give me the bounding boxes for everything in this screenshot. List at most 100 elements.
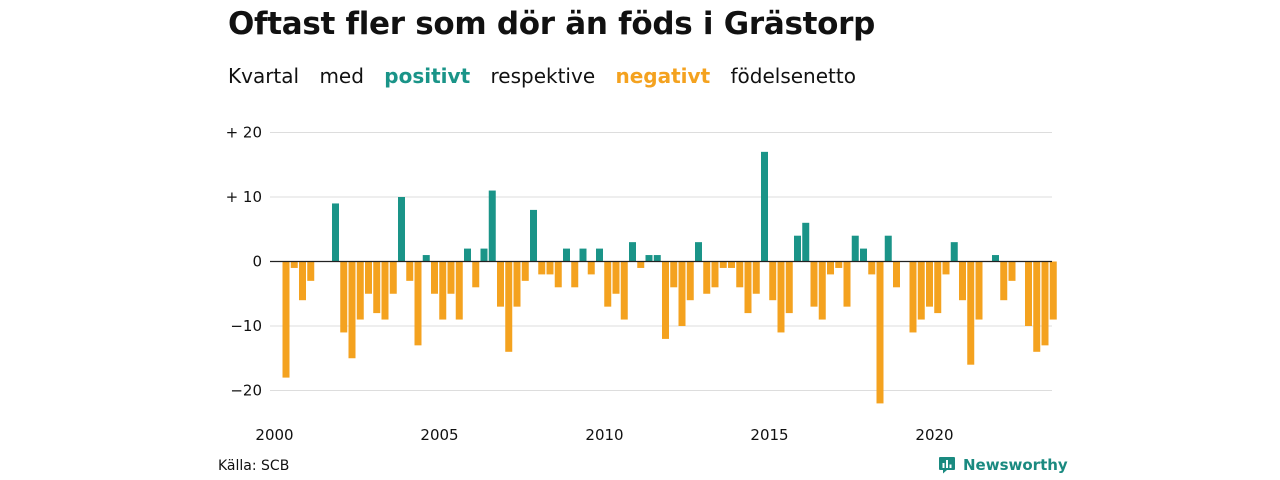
bar-negative <box>1000 261 1008 301</box>
bar-negative <box>290 261 298 268</box>
bar-positive <box>851 235 859 262</box>
subtitle-word: Kvartal <box>228 64 300 88</box>
bar-negative <box>876 261 884 404</box>
bar-negative <box>678 261 686 326</box>
bar-positive <box>480 248 488 262</box>
subtitle-word: med <box>319 64 364 88</box>
y-tick-label: −10 <box>230 317 262 335</box>
bar-negative <box>513 261 521 307</box>
subtitle-negative: negativt <box>615 64 711 88</box>
bar-negative <box>777 261 785 333</box>
bar-negative <box>497 261 504 307</box>
bar-negative <box>554 261 562 288</box>
bar-negative <box>538 261 546 275</box>
bar-negative <box>521 261 529 281</box>
source-note: Källa: SCB <box>218 458 290 474</box>
bar-negative <box>728 261 735 268</box>
bar-negative <box>670 261 678 288</box>
chart-subtitle: Kvartal med positivt respektive negativt… <box>228 64 870 88</box>
bar-negative <box>307 261 315 281</box>
x-tick-label: 2005 <box>420 426 458 444</box>
bar-negative <box>942 261 950 275</box>
bar-positive <box>629 242 636 262</box>
bar-negative <box>769 261 777 301</box>
bar-positive <box>695 242 702 262</box>
bar-negative <box>620 261 628 320</box>
bar-negative <box>934 261 942 314</box>
grid-lines <box>270 132 1052 391</box>
bar-positive <box>860 248 867 262</box>
bar-positive <box>596 248 603 262</box>
bar-negative <box>744 261 752 314</box>
x-tick-label: 2020 <box>915 426 953 444</box>
bar-negative <box>455 261 463 320</box>
bar-negative <box>546 261 554 275</box>
bar-negative <box>843 261 851 307</box>
bar-negative <box>1049 261 1057 320</box>
bar-negative <box>431 261 438 294</box>
bar-negative <box>1008 261 1016 281</box>
bar-negative <box>736 261 744 288</box>
x-tick-label: 2010 <box>585 426 623 444</box>
y-tick-label: −20 <box>230 382 262 400</box>
bar-negative <box>587 261 595 275</box>
x-tick-label: 2000 <box>255 426 293 444</box>
bar-negative <box>1025 261 1032 326</box>
bar-negative <box>711 261 719 288</box>
bar-negative <box>752 261 760 294</box>
bar-negative <box>827 261 834 275</box>
bar-positive <box>332 203 339 262</box>
bar-positive <box>794 235 801 262</box>
bar-negative <box>406 261 414 281</box>
bar-negative <box>389 261 397 294</box>
bar-negative <box>612 261 620 294</box>
bar-positive <box>530 209 537 262</box>
newsworthy-logo-icon <box>939 457 955 474</box>
bar-positive <box>653 255 661 262</box>
bar-negative <box>447 261 455 294</box>
bar-positive <box>802 222 810 262</box>
bar-positive <box>563 248 570 262</box>
bar-negative <box>373 261 381 314</box>
brand[interactable]: Newsworthy <box>938 456 1068 474</box>
bar-negative <box>810 261 818 307</box>
bar-negative <box>637 261 645 268</box>
bar-negative <box>818 261 826 320</box>
bar-negative <box>686 261 694 301</box>
bar-negative <box>299 261 306 301</box>
bar-negative <box>439 261 447 320</box>
bar-negative <box>348 261 356 359</box>
bar-positive <box>579 248 587 262</box>
y-axis-labels: + 20 + 10 0 −10 −20 <box>226 124 262 400</box>
x-axis-labels: 2000 2005 2010 2015 2020 <box>255 426 953 444</box>
subtitle-positive: positivt <box>384 64 471 88</box>
bar-positive <box>422 255 430 262</box>
bar-positive <box>950 242 958 262</box>
bar-negative <box>917 261 925 320</box>
bar-positive <box>884 235 892 262</box>
bar-negative <box>365 261 372 294</box>
bar-negative <box>926 261 933 307</box>
bar-negative <box>1033 261 1041 352</box>
bar-negative <box>472 261 480 288</box>
chart-title: Oftast fler som dör än föds i Grästorp <box>228 6 875 42</box>
y-tick-label: + 20 <box>226 124 262 142</box>
bar-negative <box>356 261 364 320</box>
bar-negative <box>571 261 579 288</box>
bar-negative <box>909 261 917 333</box>
bar-positive <box>761 151 768 262</box>
bar-negative <box>282 261 290 378</box>
y-tick-label: + 10 <box>226 188 262 206</box>
bar-positive <box>992 255 999 262</box>
subtitle-word: respektive <box>490 64 596 88</box>
bar-positive <box>488 190 496 262</box>
bar-positive <box>645 255 653 262</box>
bar-positive <box>464 248 471 262</box>
x-tick-label: 2015 <box>750 426 788 444</box>
bar-negative <box>340 261 348 333</box>
bar-negative <box>893 261 900 288</box>
bar-negative <box>1041 261 1049 346</box>
bar-negative <box>662 261 669 339</box>
bar-negative <box>835 261 843 268</box>
